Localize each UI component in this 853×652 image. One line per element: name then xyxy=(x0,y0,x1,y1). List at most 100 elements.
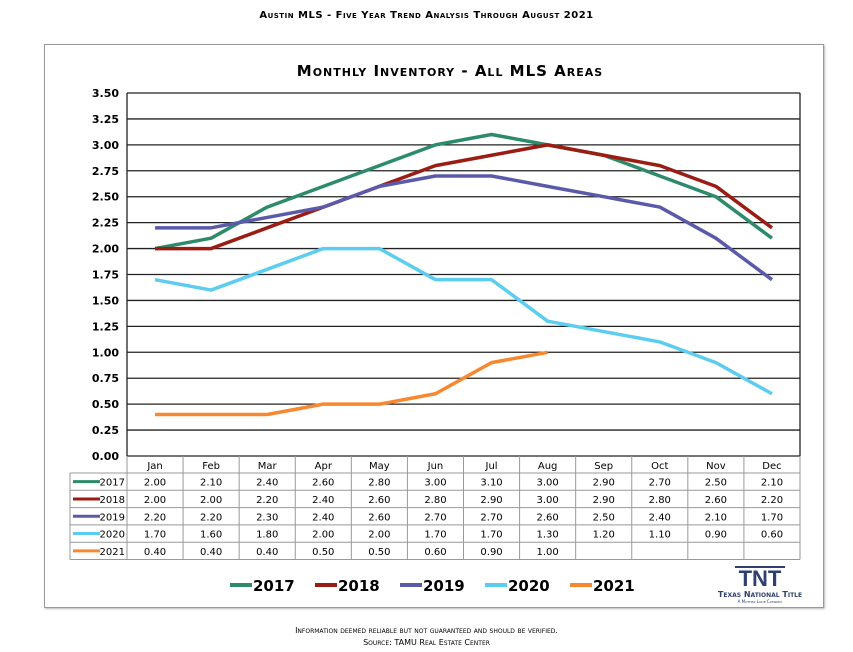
data-cell: 2.80 xyxy=(424,495,446,506)
y-tick-label: 2.75 xyxy=(92,165,119,178)
series-line-2019 xyxy=(155,174,773,282)
data-cell: 0.50 xyxy=(368,547,390,558)
data-cell: 2.40 xyxy=(256,478,278,489)
data-cell: 2.00 xyxy=(144,478,166,489)
y-tick-label: 1.50 xyxy=(92,294,119,307)
data-cell: 2.30 xyxy=(256,512,278,523)
y-tick-label: 0.50 xyxy=(92,398,119,411)
data-cell: 1.00 xyxy=(536,547,558,558)
x-tick-label: Oct xyxy=(651,461,668,472)
data-cell: 2.70 xyxy=(480,512,502,523)
data-cell: 2.00 xyxy=(200,495,222,506)
page-title: Austin MLS - Five Year Trend Analysis Th… xyxy=(259,10,594,21)
x-tick-label: Mar xyxy=(258,461,278,472)
chart-frame xyxy=(44,44,824,608)
data-cell: 2.90 xyxy=(480,495,502,506)
data-cell: 3.10 xyxy=(480,478,502,489)
data-cell: 0.40 xyxy=(144,547,166,558)
x-tick-label: Apr xyxy=(315,461,333,472)
data-cell: 2.60 xyxy=(368,512,390,523)
data-cell: 1.60 xyxy=(200,530,222,541)
data-cell: 0.40 xyxy=(256,547,278,558)
data-cell: 2.20 xyxy=(200,512,222,523)
data-cell: 2.90 xyxy=(593,478,615,489)
legend-label: 2018 xyxy=(338,577,380,595)
x-tick-label: Feb xyxy=(202,461,220,472)
data-cell: 2.20 xyxy=(761,495,783,506)
data-cell: 2.20 xyxy=(144,512,166,523)
data-cell: 1.70 xyxy=(480,530,502,541)
table-row-label: 2017 xyxy=(100,478,125,489)
data-cell: 1.80 xyxy=(256,530,278,541)
data-cell: 0.90 xyxy=(480,547,502,558)
y-tick-label: 3.50 xyxy=(92,87,119,100)
y-tick-label: 1.00 xyxy=(92,346,119,359)
data-cell: 2.00 xyxy=(368,530,390,541)
data-cell: 3.00 xyxy=(536,478,558,489)
data-cell: 0.90 xyxy=(705,530,727,541)
y-tick-label: 0.25 xyxy=(92,424,119,437)
data-cell: 2.60 xyxy=(368,495,390,506)
x-tick-label: Sep xyxy=(594,461,613,472)
legend-label: 2021 xyxy=(593,577,635,595)
data-cell: 2.00 xyxy=(144,495,166,506)
x-tick-label: Jun xyxy=(427,461,444,472)
data-cell: 2.10 xyxy=(761,478,783,489)
y-tick-label: 0.75 xyxy=(92,372,119,385)
data-cell: 2.80 xyxy=(649,495,671,506)
data-cell: 1.70 xyxy=(424,530,446,541)
y-tick-label: 2.25 xyxy=(92,217,119,230)
legend-label: 2020 xyxy=(508,577,550,595)
data-cell: 3.00 xyxy=(424,478,446,489)
y-tick-label: 1.25 xyxy=(92,320,119,333)
data-cell: 1.30 xyxy=(536,530,558,541)
y-tick-label: 3.00 xyxy=(92,139,119,152)
data-cell: 2.10 xyxy=(705,512,727,523)
table-row-label: 2021 xyxy=(100,547,125,558)
x-tick-label: Nov xyxy=(706,461,726,472)
x-tick-label: Jul xyxy=(485,461,498,472)
data-cell: 2.50 xyxy=(705,478,727,489)
series-line-2020 xyxy=(154,246,773,396)
data-cell: 2.60 xyxy=(536,512,558,523)
data-cell: 1.70 xyxy=(144,530,166,541)
y-tick-label: 2.00 xyxy=(92,243,119,256)
x-tick-label: May xyxy=(369,461,390,472)
logo-name: Texas National Title xyxy=(717,590,803,599)
series-line-2021 xyxy=(155,350,548,417)
x-tick-label: Aug xyxy=(538,461,558,472)
data-cell: 2.70 xyxy=(424,512,446,523)
x-tick-label: Dec xyxy=(762,461,781,472)
data-cell: 2.60 xyxy=(312,478,334,489)
data-cell: 3.00 xyxy=(536,495,558,506)
table-row-label: 2020 xyxy=(100,530,125,541)
data-cell: 2.40 xyxy=(649,512,671,523)
table-row-label: 2019 xyxy=(100,512,125,523)
data-cell: 2.80 xyxy=(368,478,390,489)
x-tick-label: Jan xyxy=(146,461,162,472)
data-cell: 2.20 xyxy=(256,495,278,506)
series-line-2017 xyxy=(154,132,773,251)
data-cell: 1.70 xyxy=(761,512,783,523)
tnt-logo: TNT Texas National Title A Mother Lode C… xyxy=(700,566,820,604)
table-row-label: 2018 xyxy=(100,495,125,506)
data-cell: 0.50 xyxy=(312,547,334,558)
data-cell: 2.50 xyxy=(593,512,615,523)
legend-label: 2017 xyxy=(253,577,295,595)
source: Source: TAMU Real Estate Center xyxy=(363,638,490,647)
legend-label: 2019 xyxy=(423,577,465,595)
data-cell: 1.20 xyxy=(593,530,615,541)
logo-mark: TNT xyxy=(734,566,786,590)
y-tick-label: 1.75 xyxy=(92,269,119,282)
series-line-2018 xyxy=(155,143,773,251)
logo-tagline: A Mother Lode Company xyxy=(737,599,783,604)
y-tick-label: 2.50 xyxy=(92,191,119,204)
data-cell: 1.10 xyxy=(649,530,671,541)
data-cell: 0.40 xyxy=(200,547,222,558)
chart-title: Monthly Inventory - All MLS Areas xyxy=(296,62,604,80)
data-cell: 0.60 xyxy=(761,530,783,541)
disclaimer: Information deemed reliable but not guar… xyxy=(295,626,558,635)
data-cell: 2.60 xyxy=(705,495,727,506)
data-cell: 2.10 xyxy=(200,478,222,489)
